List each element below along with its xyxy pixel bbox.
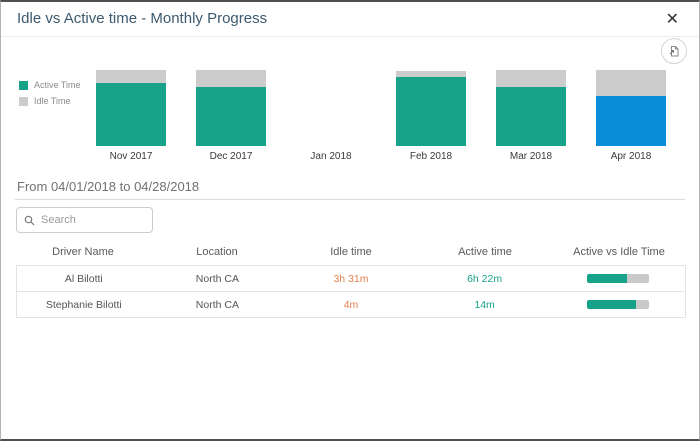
column-header: Active time <box>458 246 512 258</box>
active-segment <box>96 82 166 146</box>
idle-segment <box>196 70 266 88</box>
column-header: Idle time <box>330 246 372 258</box>
dialog-title: Idle vs Active time - Monthly Progress <box>17 10 268 27</box>
ratio-bar-fill <box>587 300 636 309</box>
stacked-bar[interactable] <box>596 70 666 146</box>
month-label: Dec 2017 <box>209 151 253 162</box>
month-label: Nov 2017 <box>109 151 153 162</box>
chart-column[interactable]: Mar 2018 <box>481 70 581 162</box>
dialog-header: Idle vs Active time - Monthly Progress ✕ <box>1 2 699 37</box>
ratio-bar <box>587 274 650 283</box>
stacked-bar[interactable] <box>196 70 266 146</box>
stacked-bar[interactable] <box>496 70 566 146</box>
drivers-table: Driver Name Location Idle time Active time A… <box>16 241 686 318</box>
column-header: Active vs Idle Time <box>573 246 665 258</box>
driver-name-cell: Stephanie Bilotti <box>45 298 122 311</box>
idle-time-swatch <box>19 96 28 106</box>
column-header: Location <box>196 246 238 258</box>
active-time-cell: 6h 22m <box>467 272 503 285</box>
chart-column[interactable]: Dec 2017 <box>181 70 281 162</box>
driver-name-cell: Al Bilotti <box>64 272 103 285</box>
ratio-bar <box>587 300 650 309</box>
idle-time-cell: 4m <box>343 298 359 311</box>
location-cell: North CA <box>195 298 239 311</box>
stacked-bar[interactable] <box>96 70 166 146</box>
search-input[interactable] <box>39 213 138 227</box>
idle-segment <box>396 70 466 77</box>
close-icon[interactable]: ✕ <box>662 7 683 33</box>
month-label: Apr 2018 <box>610 151 652 162</box>
idle-segment <box>596 70 666 96</box>
location-cell: North CA <box>195 272 239 285</box>
idle-segment <box>496 70 566 87</box>
chart-column[interactable]: Apr 2018 <box>581 70 681 162</box>
active-vs-idle-cell <box>551 300 685 309</box>
month-label: Mar 2018 <box>509 151 553 162</box>
table-row[interactable]: Stephanie Bilotti North CA 4m 14m <box>16 291 686 318</box>
chart-column[interactable]: Jan 2018 <box>281 70 381 162</box>
idle-segment <box>96 70 166 83</box>
active-segment <box>396 76 466 146</box>
active-time-cell: 14m <box>474 298 495 311</box>
table-row[interactable]: Al Bilotti North CA 3h 31m 6h 22m <box>16 265 686 292</box>
table-header-row: Driver Name Location Idle time Active time A… <box>16 241 686 263</box>
period-label: From 04/01/2018 to 04/28/2018 <box>17 179 200 194</box>
export-button[interactable] <box>661 38 687 64</box>
chart-column[interactable]: Nov 2017 <box>81 70 181 162</box>
monthly-bar-chart: Nov 2017 Dec 2017 Jan 2018 Feb 2018 Mar 2018… <box>81 70 681 162</box>
stacked-bar[interactable] <box>296 70 366 146</box>
table-body: Al Bilotti North CA 3h 31m 6h 22m Stephanie … <box>16 265 686 318</box>
month-label: Feb 2018 <box>409 151 453 162</box>
idle-time-cell: 3h 31m <box>333 272 369 285</box>
legend-item-active: Active Time <box>19 80 81 90</box>
search-icon <box>24 215 35 225</box>
legend-label-idle: Idle Time <box>34 96 71 106</box>
active-vs-idle-cell <box>551 274 685 283</box>
stacked-bar[interactable] <box>396 70 466 146</box>
search-box[interactable] <box>16 207 153 233</box>
ratio-bar-fill <box>587 274 627 283</box>
month-label: Jan 2018 <box>310 151 352 162</box>
section-divider <box>15 199 685 200</box>
active-segment <box>196 87 266 146</box>
chart-column[interactable]: Feb 2018 <box>381 70 481 162</box>
active-time-swatch <box>19 80 28 90</box>
export-image-icon <box>669 45 678 56</box>
active-segment <box>596 95 666 146</box>
legend-item-idle: Idle Time <box>19 96 81 106</box>
legend-label-active: Active Time <box>34 80 81 90</box>
column-header: Driver Name <box>52 246 114 258</box>
active-segment <box>496 86 566 146</box>
chart-legend: Active Time Idle Time <box>19 80 81 112</box>
